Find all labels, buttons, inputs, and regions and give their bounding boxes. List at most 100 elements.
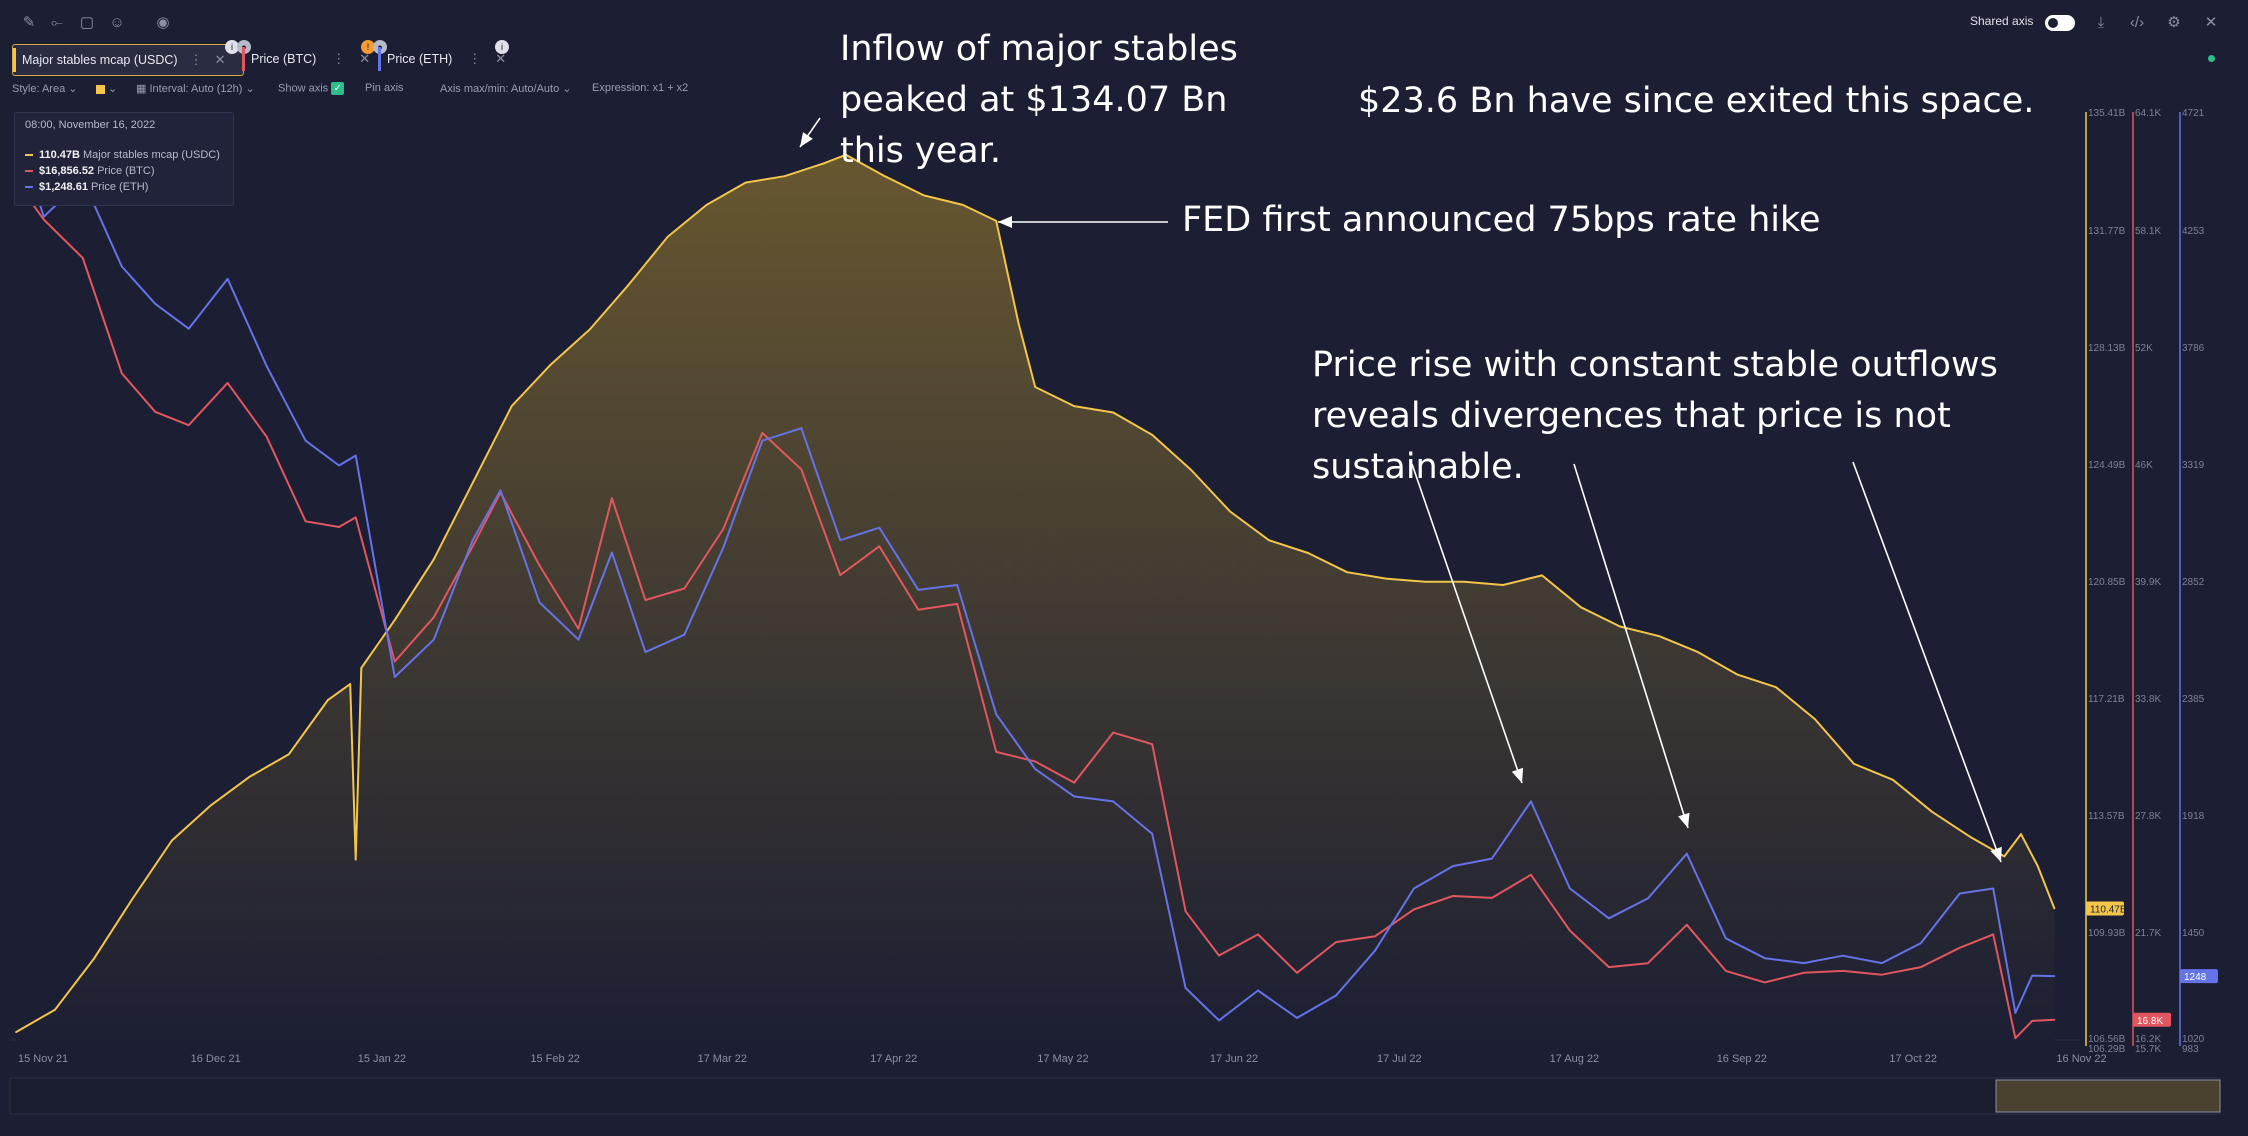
annotation-fed: FED first announced 75bps rate hike [1182, 200, 1821, 240]
interval-select[interactable]: ▦ Interval: Auto (12h) ⌄ [136, 83, 255, 95]
x-tick-label: 17 Mar 22 [697, 1053, 747, 1065]
data-point [2053, 975, 2056, 977]
data-point [1502, 584, 1504, 586]
y-tick-label: 58.1K [2135, 226, 2161, 237]
data-point [1034, 386, 1037, 388]
more-icon[interactable]: ⋮ [189, 52, 203, 67]
embed-icon[interactable]: ‹/› [2129, 14, 2145, 31]
data-point [845, 153, 847, 156]
x-tick-label: 17 Oct 22 [1889, 1053, 1937, 1065]
y-tick-label: 15.7K [2135, 1044, 2161, 1055]
metric-tab-btc[interactable]: Price (BTC) ⋮ ✕ [242, 44, 370, 74]
data-point [432, 616, 435, 619]
arrow-head [998, 216, 1012, 228]
arrow-head [1990, 846, 2002, 862]
data-point [210, 804, 212, 807]
data-point [360, 667, 363, 669]
x-tick-label: 17 Jun 22 [1210, 1053, 1258, 1065]
data-point [327, 699, 329, 701]
data-point [538, 564, 541, 567]
data-point [226, 382, 229, 384]
alert-badge-icon[interactable]: ! [361, 40, 375, 54]
y-tick-label: 1020 [2182, 1034, 2205, 1045]
data-point [1958, 892, 1961, 895]
data-point [1218, 1019, 1220, 1022]
data-point [1335, 941, 1337, 943]
note-icon[interactable]: ▢ [79, 14, 95, 31]
data-point [354, 516, 357, 519]
data-point [154, 410, 157, 413]
info-badge-icon[interactable]: i [225, 40, 239, 54]
close-icon[interactable]: ✕ [495, 51, 507, 66]
data-point [878, 545, 881, 548]
toolbar: ✎ ⟜ ▢ ☺ ◉ Shared axis ⤓ ‹/› ⚙ ✕ [0, 0, 2248, 48]
pin-axis-option[interactable]: Pin axis [365, 82, 404, 94]
btc-dash [25, 170, 33, 173]
data-point [1296, 971, 1298, 974]
data-point [393, 660, 396, 663]
data-point [432, 638, 435, 641]
data-point [1112, 800, 1115, 803]
data-point [644, 599, 647, 601]
data-point [120, 265, 123, 268]
shared-axis-label: Shared axis [1970, 14, 2034, 28]
data-point [761, 432, 764, 434]
pencil-icon[interactable]: ✎ [22, 14, 36, 31]
data-point [800, 468, 803, 471]
data-point [2020, 833, 2022, 835]
stables-area [16, 154, 2055, 1043]
metric-tab-eth[interactable]: Price (ETH) ⋮ ✕ [378, 44, 506, 74]
style-select[interactable]: Style: Area ⌄ [12, 83, 78, 95]
color-select[interactable]: ⌄ [96, 82, 117, 95]
data-point [1151, 434, 1154, 436]
current-value-label: 16.8K [2137, 1016, 2163, 1027]
settings-icon[interactable]: ⚙ [2167, 14, 2181, 31]
expression-field[interactable]: Expression: x1 + x2 [592, 82, 688, 94]
tooltip-value: $16,856.52 [39, 165, 95, 177]
close-icon[interactable]: ✕ [2204, 14, 2218, 31]
annotation-line: sustainable. [1312, 447, 1524, 487]
eye-icon[interactable]: ◉ [156, 14, 170, 31]
data-point [15, 1031, 17, 1033]
show-axis-checkbox[interactable]: ✓ [331, 82, 345, 95]
data-point [611, 551, 613, 554]
data-point [683, 633, 686, 636]
data-point [1218, 954, 1220, 957]
x-tick-label: 17 May 22 [1037, 1053, 1088, 1065]
close-icon[interactable]: ✕ [359, 51, 371, 66]
data-point [1580, 606, 1582, 609]
axis-minmax-select[interactable]: Axis max/min: Auto/Auto ⌄ [440, 83, 572, 95]
data-point [839, 574, 842, 576]
data-point [1017, 322, 1020, 324]
data-point [288, 753, 290, 756]
current-value-badge [2180, 969, 2218, 984]
info-badge-icon[interactable]: i [495, 40, 509, 54]
data-point [722, 528, 725, 530]
emoji-icon[interactable]: ☺ [109, 14, 125, 31]
data-point [1491, 897, 1493, 899]
download-icon[interactable]: ⤓ [2097, 14, 2105, 31]
data-point [1541, 574, 1543, 577]
tooltip-row-stables: 110.47B Major stables mcap (USDC) [25, 149, 220, 163]
y-tick-label: 983 [2182, 1044, 2199, 1055]
more-icon[interactable]: ⋮ [468, 51, 482, 66]
data-point [93, 957, 95, 960]
annotation-exited: $23.6 Bn have since exited this space. [1358, 81, 2035, 121]
btc-color-bar [242, 47, 245, 71]
show-axis-option[interactable]: Show axis ✓ [278, 82, 345, 95]
data-point [304, 439, 307, 442]
close-icon[interactable]: ✕ [214, 52, 226, 67]
metric-tab-stables[interactable]: Major stables mcap (USDC) ⋮ ✕ [12, 44, 244, 76]
shared-axis-toggle[interactable] [2045, 15, 2075, 31]
data-point [761, 439, 764, 442]
data-point [1841, 970, 1844, 972]
line-icon[interactable]: ⟜ [50, 14, 63, 31]
data-point [627, 283, 630, 286]
data-point [1385, 577, 1387, 580]
tooltip-value: $1,248.61 [39, 181, 88, 193]
more-icon[interactable]: ⋮ [332, 51, 346, 66]
data-point [2003, 855, 2006, 858]
data-point [744, 181, 747, 184]
data-point [2053, 907, 2056, 910]
